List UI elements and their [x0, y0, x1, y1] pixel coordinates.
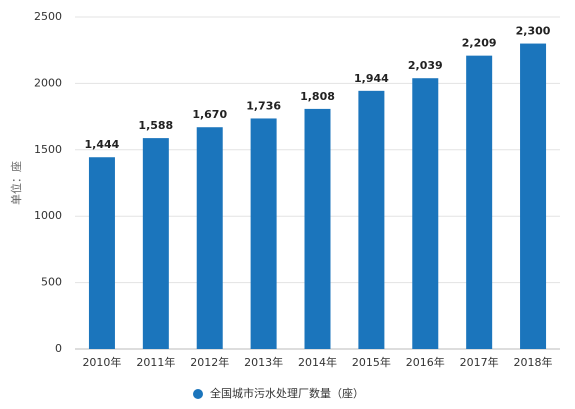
legend-label: 全国城市污水处理厂数量（座） [210, 386, 364, 400]
y-tick-label: 500 [41, 276, 62, 289]
x-tick-label: 2013年 [244, 355, 283, 369]
y-tick-label: 1500 [34, 143, 62, 156]
bar [304, 108, 331, 349]
bar [412, 78, 439, 350]
x-tick-label: 2014年 [298, 355, 337, 369]
value-label: 1,808 [300, 90, 335, 103]
legend-marker [193, 389, 203, 399]
value-label: 1,588 [138, 119, 173, 132]
value-label: 1,736 [246, 99, 281, 112]
bar [88, 157, 115, 349]
y-tick-label: 2000 [34, 76, 62, 89]
bar [142, 138, 169, 349]
x-tick-label: 2017年 [460, 355, 499, 369]
value-label: 1,670 [192, 108, 227, 121]
bar [250, 118, 277, 349]
bar [196, 127, 223, 349]
value-label: 1,444 [85, 138, 120, 151]
x-tick-label: 2011年 [136, 355, 175, 369]
x-tick-label: 2016年 [406, 355, 445, 369]
x-tick-label: 2012年 [190, 355, 229, 369]
bar [520, 43, 547, 350]
y-tick-label: 2500 [34, 10, 62, 23]
x-tick-label: 2018年 [514, 355, 553, 369]
bar [358, 90, 385, 350]
x-tick-label: 2015年 [352, 355, 391, 369]
y-axis-label: 单位：座 [9, 161, 23, 205]
x-tick-label: 2010年 [82, 355, 121, 369]
y-tick-label: 0 [55, 342, 62, 355]
value-label: 2,039 [408, 59, 443, 72]
bar [466, 55, 493, 349]
y-tick-label: 1000 [34, 209, 62, 222]
value-label: 1,944 [354, 72, 389, 85]
value-label: 2,209 [462, 37, 497, 50]
value-label: 2,300 [516, 25, 551, 38]
